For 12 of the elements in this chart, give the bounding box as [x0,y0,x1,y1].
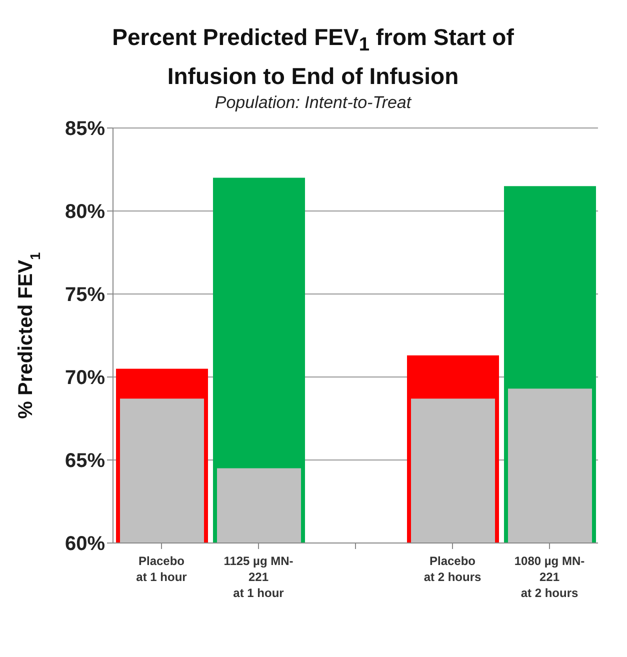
y-tick-label: 65% [64,450,106,472]
x-tick-label: 1080 µg MN- 221 at 2 hours [514,554,585,600]
chart-title: Percent Predicted FEV$_{1}$ from Start of Infusion to End of Infusion [111,23,515,91]
y-tick-label: 80% [64,200,106,223]
x-tick-label: 1125 µg MN- 221 at 1 hour [224,554,294,600]
x-tick-label: Placebo at 2 hours [424,554,482,584]
chart-subtitle: Population: Intent-to-Treat [214,92,413,113]
y-tick-label: 85% [64,118,106,140]
x-tick-label: Placebo at 1 hour [136,554,188,584]
y-tick-label: 75% [64,284,106,306]
y-tick-label: 70% [64,366,106,389]
y-tick-label: 60% [64,532,106,555]
